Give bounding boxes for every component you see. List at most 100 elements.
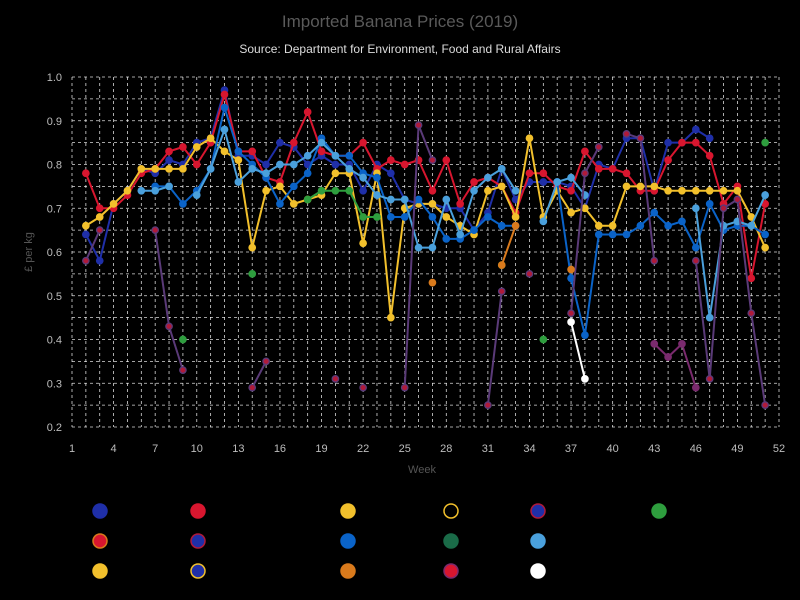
data-point	[608, 165, 617, 173]
data-point	[248, 383, 257, 392]
data-point	[262, 169, 270, 178]
data-point	[664, 186, 672, 195]
data-point	[248, 270, 257, 278]
series-line	[500, 225, 517, 266]
y-tick-label: 0.8	[47, 160, 62, 172]
data-point	[567, 208, 575, 217]
series-line	[542, 176, 586, 222]
data-point	[165, 322, 173, 331]
data-point	[719, 204, 728, 213]
data-point	[414, 243, 423, 252]
legend-marker	[530, 563, 546, 579]
x-tick-labels: 1 4 7 10 13 16 19 22 25 28 31 34 37 40 43 46 49 52	[69, 443, 785, 455]
data-point	[567, 265, 575, 274]
data-point	[442, 156, 451, 164]
data-point	[553, 178, 562, 186]
data-point	[650, 208, 659, 217]
data-point	[345, 165, 354, 173]
data-point	[664, 156, 672, 164]
legend-marker	[190, 503, 206, 519]
y-tick-label: 0.4	[47, 335, 62, 347]
x-tick-label: 28	[440, 443, 452, 455]
data-point	[581, 375, 589, 383]
x-tick-label: 40	[607, 443, 619, 455]
data-point	[359, 138, 367, 147]
data-point	[539, 169, 548, 178]
data-point	[664, 353, 672, 361]
data-point	[331, 160, 340, 169]
data-point	[650, 256, 659, 265]
data-point	[733, 186, 742, 195]
series-9	[650, 340, 700, 392]
data-point	[165, 156, 173, 164]
data-point	[220, 125, 229, 134]
legend	[92, 503, 667, 579]
series-3	[82, 134, 769, 322]
legend-marker	[443, 503, 459, 519]
data-point	[705, 200, 714, 208]
data-point	[373, 191, 381, 199]
series-line	[694, 194, 767, 319]
data-point	[359, 383, 367, 392]
data-point	[691, 383, 700, 392]
data-point	[248, 147, 257, 156]
legend-marker	[92, 563, 108, 579]
data-point	[456, 200, 465, 208]
data-point	[650, 340, 659, 348]
data-point	[761, 401, 769, 409]
data-point	[484, 173, 492, 182]
x-tick-label: 7	[152, 443, 158, 455]
data-point	[165, 182, 173, 191]
data-point	[608, 230, 617, 239]
x-tick-label: 49	[731, 443, 743, 455]
data-point	[761, 243, 769, 252]
data-point	[289, 160, 298, 169]
data-point	[95, 213, 104, 221]
data-point	[95, 256, 104, 265]
legend-marker	[190, 563, 206, 579]
x-tick-label: 43	[648, 443, 660, 455]
series-6	[82, 121, 769, 409]
data-point	[192, 160, 201, 169]
data-point	[539, 178, 548, 186]
y-tick-label: 0.2	[47, 422, 62, 434]
y-tick-label: 0.6	[47, 247, 62, 259]
data-point	[95, 204, 104, 213]
data-point	[289, 182, 298, 191]
legend-marker	[190, 533, 206, 549]
data-point	[317, 147, 326, 156]
data-point	[497, 221, 506, 230]
data-point	[262, 186, 270, 195]
chart-subtitle: Source: Department for Environment, Food…	[239, 42, 560, 56]
data-point	[678, 186, 686, 195]
x-tick-label: 22	[357, 443, 369, 455]
data-point	[511, 213, 520, 221]
data-point	[719, 186, 728, 195]
data-point	[82, 230, 90, 239]
data-point	[359, 173, 367, 182]
series-line	[85, 137, 767, 319]
data-point	[179, 165, 187, 173]
data-point	[678, 217, 686, 226]
data-point	[400, 195, 409, 204]
data-point	[428, 243, 437, 252]
data-point	[414, 195, 423, 204]
x-tick-label: 37	[565, 443, 577, 455]
data-point	[622, 130, 631, 138]
y-tick-label: 1.0	[47, 72, 62, 84]
data-point	[691, 125, 700, 134]
y-tick-label: 0.3	[47, 378, 62, 390]
data-point	[331, 375, 340, 383]
data-point	[761, 138, 769, 147]
data-point	[400, 383, 409, 392]
data-point	[386, 313, 395, 322]
data-point	[428, 200, 437, 208]
legend-marker	[340, 533, 356, 549]
data-point	[400, 160, 409, 169]
data-point	[539, 217, 548, 226]
data-point	[567, 318, 575, 326]
data-point	[386, 195, 395, 204]
data-point	[705, 313, 714, 322]
data-point	[303, 169, 312, 178]
